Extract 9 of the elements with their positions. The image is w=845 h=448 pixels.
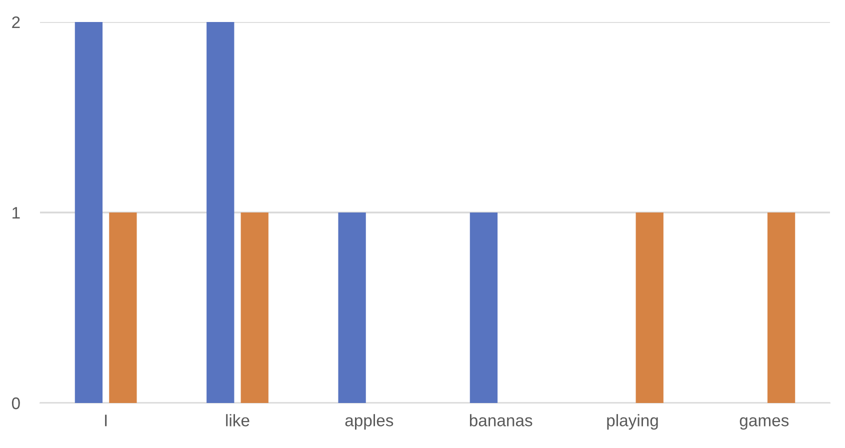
y-tick-label: 0 (12, 397, 20, 410)
x-tick-label: playing (607, 414, 658, 430)
x-tick-label: games (740, 417, 789, 430)
x-tick-label: apples (345, 414, 394, 430)
x-tick-label: like (226, 414, 250, 426)
x-tick-label: bananas (470, 414, 532, 426)
y-tick-label: 2 (12, 16, 20, 28)
x-tick-label: I (105, 414, 107, 426)
y-tick-label: 1 (12, 207, 20, 219)
